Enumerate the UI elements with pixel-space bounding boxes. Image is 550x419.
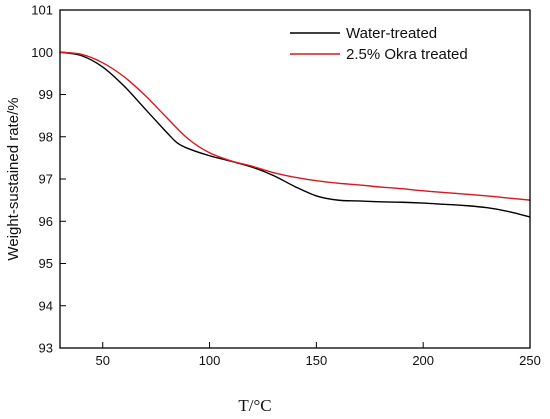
y-tick-label: 94 [39,298,53,313]
y-tick-label: 97 [39,172,53,187]
y-tick-label: 101 [31,3,53,18]
legend-label-2: 2.5% Okra treated [346,46,468,63]
x-axis-title: T/°C [238,396,271,415]
y-tick-label: 95 [39,256,53,271]
y-axis-ticks: 93 94 95 96 97 98 99 100 101 [31,3,66,356]
series-line-2 [59,51,531,201]
y-tick-label: 96 [39,214,53,229]
x-tick-label: 50 [95,353,109,368]
y-tick-label: 99 [39,87,53,102]
legend: Water-treated 2.5% Okra treated [290,25,468,63]
x-tick-label: 150 [306,353,328,368]
series-layer [59,51,531,218]
plot-frame [59,9,531,349]
y-tick-label: 98 [39,129,53,144]
y-tick-label: 100 [31,45,53,60]
x-tick-label: 250 [519,353,541,368]
x-tick-label: 200 [412,353,434,368]
x-tick-label: 100 [199,353,221,368]
y-tick-label: 93 [39,341,53,356]
y-axis-title: Weight-sustained rate/% [5,97,22,260]
x-axis-ticks: 50 100 150 200 250 [95,342,541,368]
series-line-1 [59,51,531,218]
legend-label-1: Water-treated [346,25,437,42]
